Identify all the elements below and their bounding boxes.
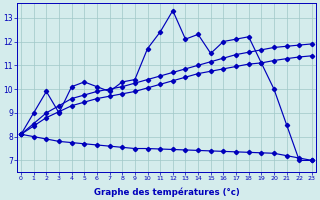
X-axis label: Graphe des températures (°c): Graphe des températures (°c) bbox=[93, 187, 239, 197]
